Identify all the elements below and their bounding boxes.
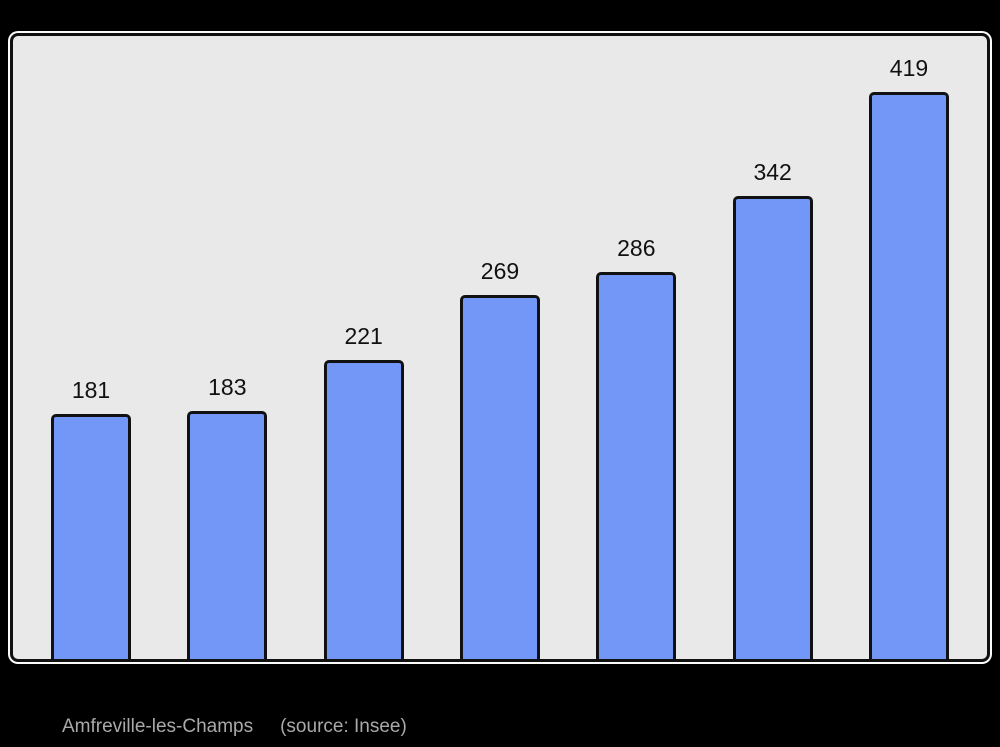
- bar: [868, 92, 949, 659]
- bar-value-label: 419: [889, 54, 929, 81]
- bar: [459, 295, 540, 659]
- bar-group: 286: [596, 234, 677, 659]
- bar: [732, 196, 813, 659]
- bar: [187, 411, 268, 659]
- bar-value-label: 286: [617, 234, 656, 261]
- chart-panel: 181 183 221 269 286 342 419: [10, 33, 990, 662]
- bar-value-label: 269: [480, 257, 520, 284]
- bar: [51, 414, 131, 659]
- bar-value-label: 183: [208, 373, 247, 400]
- bar-value-label: 342: [753, 158, 792, 185]
- caption-source: (source: Insee): [280, 716, 407, 737]
- bars: 181 183 221 269 286 342 419: [13, 36, 987, 659]
- bar-group: 419: [868, 54, 949, 659]
- bar-group: 221: [323, 322, 404, 659]
- bar-group: 181: [51, 376, 131, 659]
- chart-caption: Amfreville-les-Champs (source: Insee): [62, 716, 407, 738]
- bar: [596, 272, 677, 659]
- bar-value-label: 221: [344, 322, 383, 349]
- bar-group: 183: [187, 373, 268, 659]
- bar-group: 342: [732, 158, 813, 659]
- bar: [323, 360, 404, 659]
- caption-title: Amfreville-les-Champs: [62, 716, 254, 737]
- bar-group: 269: [459, 257, 540, 659]
- bar-value-label: 181: [71, 376, 111, 403]
